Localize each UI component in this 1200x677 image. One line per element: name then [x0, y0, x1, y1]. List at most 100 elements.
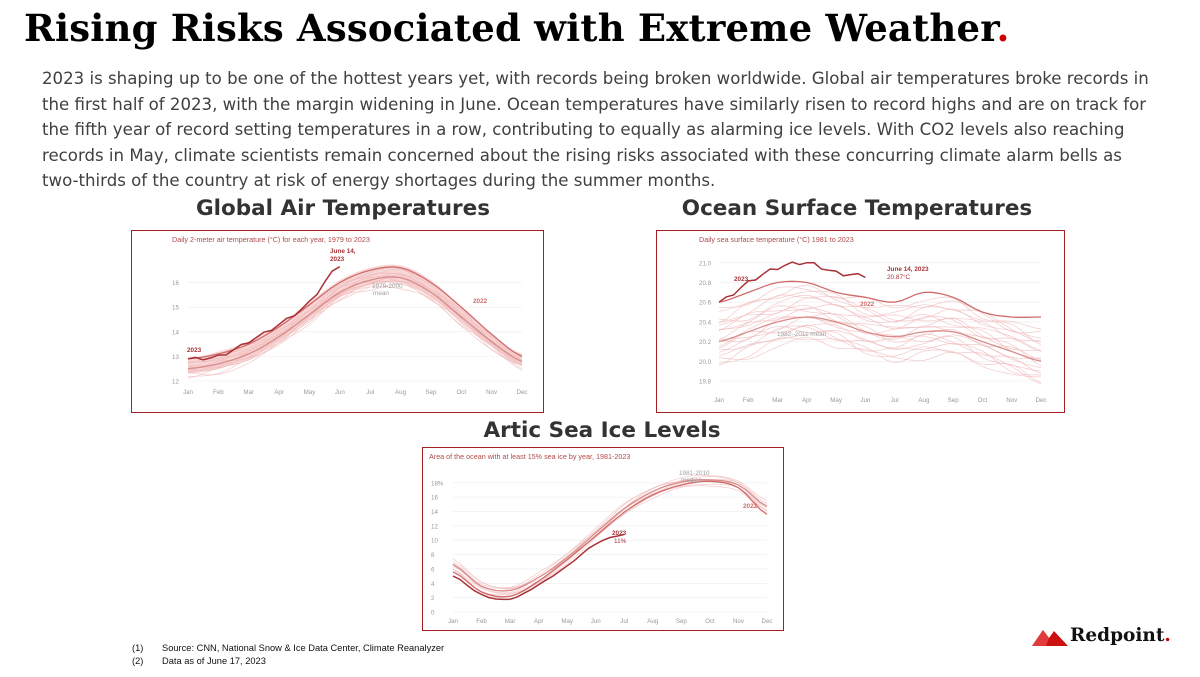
- historical-year-line: [718, 336, 1042, 378]
- historical-year-line: [718, 337, 1042, 384]
- series-2022-line: [452, 480, 768, 598]
- x-tick-label: Apr: [534, 618, 544, 625]
- y-tick-label: 4: [431, 581, 435, 588]
- y-tick-label: 8: [431, 552, 435, 559]
- undefined: 2023: [330, 256, 345, 263]
- x-tick-label: Feb: [743, 397, 754, 404]
- x-tick-label: Sep: [948, 397, 960, 404]
- x-tick-label: Dec: [516, 389, 527, 396]
- footnote-2-text: Data as of June 17, 2023: [162, 656, 266, 666]
- y-tick-label: 20.0: [699, 359, 712, 366]
- y-tick-label: 20.2: [699, 339, 712, 346]
- historical-year-line: [188, 272, 523, 362]
- title-accent-dot: .: [996, 6, 1010, 50]
- x-tick-label: Oct: [705, 618, 715, 625]
- x-tick-label: Apr: [802, 397, 812, 404]
- historical-year-line: [187, 267, 523, 364]
- historical-year-line: [718, 304, 1042, 351]
- x-tick-label: Jul: [366, 389, 374, 396]
- chart-ice-svg: Area of the ocean with at least 15% sea …: [429, 452, 773, 625]
- chart-ocean-svg: Daily sea surface temperature (°C) 1981 …: [699, 235, 1047, 404]
- historical-year-line: [718, 325, 1042, 374]
- historical-year-line: [718, 286, 1042, 330]
- y-tick-label: 21.0: [699, 260, 712, 267]
- historical-year-line: [718, 294, 1042, 339]
- x-tick-label: Mar: [772, 397, 783, 404]
- undefined: mean: [373, 290, 389, 297]
- undefined: 11%: [614, 538, 627, 545]
- page-title: Rising Risks Associated with Extreme Wea…: [24, 6, 1010, 50]
- historical-year-line: [718, 330, 1042, 385]
- historical-year-line: [718, 297, 1042, 342]
- footnote-2: (2) Data as of June 17, 2023: [132, 655, 444, 668]
- x-tick-label: Aug: [647, 618, 659, 625]
- historical-year-line: [452, 476, 768, 590]
- historical-year-line: [718, 325, 1042, 372]
- series-mean-line: [452, 479, 768, 592]
- logo-dot: .: [1164, 625, 1171, 646]
- chart-subtitle: Area of the ocean with at least 15% sea …: [429, 452, 630, 461]
- series-2022-line: [718, 280, 1042, 318]
- y-tick-label: 20.6: [699, 300, 712, 307]
- x-tick-label: Jun: [591, 618, 602, 625]
- undefined: 2023: [734, 276, 749, 283]
- historical-year-line: [718, 323, 1042, 368]
- footnote-1-text: Source: CNN, National Snow & Ice Data Ce…: [162, 643, 445, 653]
- historical-year-line: [187, 283, 523, 377]
- y-tick-label: 2: [431, 595, 435, 602]
- y-tick-label: 16: [172, 280, 179, 287]
- undefined: 2022: [860, 301, 875, 308]
- x-tick-label: May: [830, 397, 843, 404]
- y-tick-label: 16: [431, 495, 438, 502]
- undefined: 1979-2000: [372, 283, 403, 290]
- y-tick-label: 13: [172, 354, 179, 361]
- y-tick-label: 6: [431, 566, 435, 573]
- series-mean-line: [718, 316, 1042, 362]
- x-tick-label: Feb: [213, 389, 224, 396]
- x-tick-label: Mar: [243, 389, 254, 396]
- undefined: 20.87°C: [887, 273, 911, 281]
- historical-year-line: [718, 324, 1042, 376]
- redpoint-mountain-icon: [1032, 630, 1068, 646]
- series-2022-line: [187, 266, 523, 360]
- x-tick-label: Dec: [1035, 397, 1046, 404]
- y-tick-label: 20.4: [699, 319, 712, 326]
- y-tick-label: 20.8: [699, 280, 712, 287]
- x-tick-label: Oct: [978, 397, 988, 404]
- y-tick-label: 12: [431, 523, 438, 530]
- chart-air-temperature: Daily 2-meter air temperature (°C) for e…: [131, 230, 544, 413]
- x-tick-label: Feb: [476, 618, 487, 625]
- historical-year-line: [718, 305, 1042, 352]
- undefined: 1982–2011 mean: [777, 331, 827, 338]
- x-tick-label: Jun: [335, 389, 346, 396]
- x-tick-label: Aug: [918, 397, 930, 404]
- y-tick-label: 19.8: [699, 379, 712, 386]
- x-tick-label: Mar: [505, 618, 516, 625]
- intro-paragraph: 2023 is shaping up to be one of the hott…: [42, 69, 1149, 190]
- historical-year-line: [452, 474, 768, 589]
- undefined: 2022: [473, 298, 488, 305]
- x-tick-label: Jun: [860, 397, 871, 404]
- y-tick-label: 14: [172, 329, 179, 336]
- x-tick-label: Dec: [761, 618, 772, 625]
- y-tick-label: 18%: [431, 480, 444, 487]
- series-2023-line: [187, 266, 341, 361]
- historical-year-line: [452, 484, 768, 596]
- historical-year-line: [187, 272, 523, 368]
- undefined: June 14, 2023: [887, 266, 929, 273]
- historical-year-line: [187, 269, 523, 363]
- footnote-2-number: (2): [132, 656, 144, 666]
- chart-sea-ice: Area of the ocean with at least 15% sea …: [422, 447, 784, 631]
- x-tick-label: Jan: [183, 389, 194, 396]
- x-tick-label: Apr: [274, 389, 284, 396]
- x-tick-label: Nov: [1006, 397, 1018, 404]
- historical-year-line: [718, 307, 1042, 360]
- undefined: June 14,: [330, 248, 356, 255]
- chart-subtitle: Daily 2-meter air temperature (°C) for e…: [172, 235, 370, 244]
- undefined: 2022: [743, 503, 758, 510]
- chart-title-ocean: Ocean Surface Temperatures: [681, 196, 1033, 221]
- undefined: 2023: [187, 347, 202, 354]
- x-tick-label: Jan: [714, 397, 725, 404]
- footnotes: (1) Source: CNN, National Snow & Ice Data…: [132, 642, 444, 668]
- historical-year-line: [452, 479, 768, 589]
